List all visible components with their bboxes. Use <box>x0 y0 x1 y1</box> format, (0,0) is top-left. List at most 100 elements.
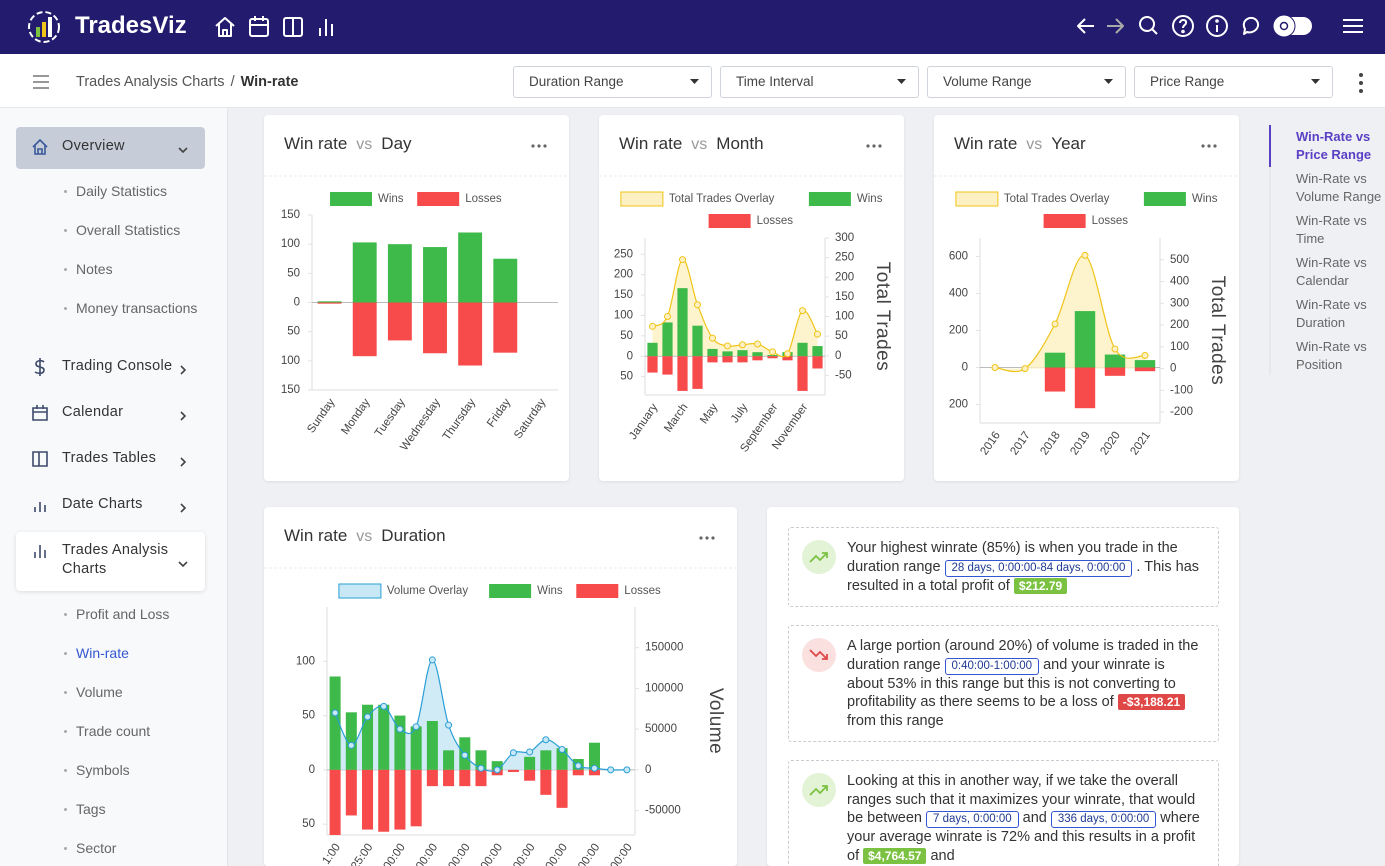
chevron <box>178 147 188 154</box>
area-point <box>477 764 485 772</box>
back-icon[interactable] <box>1077 18 1094 34</box>
x-tick-label: 0:00:00 <box>506 842 538 866</box>
nav-subitem[interactable]: Volume <box>76 684 123 700</box>
card-menu[interactable] <box>531 144 547 148</box>
bullet <box>64 652 67 655</box>
filter-label: Time Interval <box>736 74 814 89</box>
area-point <box>509 749 517 757</box>
legend-swatch <box>620 191 664 207</box>
y2-tick-label: 300 <box>835 232 854 244</box>
calendar-icon[interactable] <box>249 16 269 37</box>
nav-subitem[interactable]: Overall Statistics <box>76 222 181 238</box>
toc-link[interactable]: Win-Rate vs Duration <box>1296 297 1367 330</box>
caret <box>690 79 699 84</box>
icon-bg <box>802 540 836 574</box>
toc-link[interactable]: Win-Rate vs Calendar <box>1296 255 1367 288</box>
forward-icon[interactable] <box>1107 18 1124 34</box>
toc-link[interactable]: Win-Rate vs Position <box>1296 339 1367 372</box>
bullet <box>64 847 67 850</box>
menu-dot <box>878 144 882 148</box>
nav-item[interactable]: Trades Analysis Charts <box>62 542 169 577</box>
home-icon[interactable] <box>215 17 235 37</box>
bar <box>475 750 487 770</box>
toc-link[interactable]: Win-Rate vs Time <box>1296 213 1367 246</box>
nav-subitem[interactable]: Profit and Loss <box>76 606 170 622</box>
bar <box>737 350 748 357</box>
card-menu[interactable] <box>699 536 715 540</box>
brand[interactable]: TradesViz <box>75 12 187 39</box>
nav-item[interactable]: Overview <box>62 138 125 154</box>
nav-subitem[interactable]: Sector <box>76 840 117 856</box>
crumb-section[interactable]: Trades Analysis Charts <box>76 74 225 90</box>
chevron <box>180 457 187 467</box>
x-tick-label: Tuesday <box>373 396 408 439</box>
bar <box>317 301 342 303</box>
insight-text: Your highest winrate (85%) is when you t… <box>847 539 1204 595</box>
nav-subitem[interactable]: Trade count <box>76 723 151 739</box>
x-tick-label: Saturday <box>512 396 548 441</box>
nav-item[interactable]: Trading Console <box>62 358 173 374</box>
card-menu[interactable] <box>866 144 882 148</box>
more-menu[interactable] <box>1354 72 1368 94</box>
nav-item[interactable]: Date Charts <box>62 496 143 512</box>
columns-icon[interactable] <box>283 17 303 37</box>
caret <box>1311 79 1320 84</box>
nav-item[interactable]: Calendar <box>62 404 124 420</box>
menu-dot <box>537 144 541 148</box>
x-tick-label: Monday <box>339 396 372 437</box>
theme-toggle[interactable] <box>1272 14 1312 38</box>
y-tick-label: 100 <box>614 310 633 322</box>
legend-label: Volume Overlay <box>387 585 468 597</box>
bullet <box>64 613 67 616</box>
y-tick-label: 50 <box>287 326 300 338</box>
nav-subitem[interactable]: Win-rate <box>76 645 129 661</box>
nav-icon <box>34 545 46 558</box>
menu-icon[interactable] <box>1343 19 1363 33</box>
nav-subitem[interactable]: Daily Statistics <box>76 183 168 199</box>
chart-icon[interactable] <box>319 19 333 36</box>
y-tick-label: 0 <box>309 764 315 776</box>
x-tick-label: 2017 <box>1008 430 1033 458</box>
filter-label: Duration Range <box>529 74 624 89</box>
chevron-path <box>180 503 187 513</box>
chat-icon[interactable] <box>1242 17 1259 35</box>
toc-link[interactable]: Win-Rate vs Volume Range <box>1296 171 1382 204</box>
filter-dropdown[interactable]: Price Range <box>1134 66 1333 98</box>
nav-item[interactable]: Trades Tables <box>62 450 157 466</box>
logo <box>28 11 60 43</box>
filter-dropdown[interactable]: Volume Range <box>927 66 1126 98</box>
nav-subitem[interactable]: Tags <box>76 801 106 817</box>
title-subject: Day <box>381 134 412 153</box>
x-tick-label: May <box>698 401 720 426</box>
info-icon[interactable] <box>1206 15 1228 37</box>
help-icon[interactable] <box>1172 15 1194 37</box>
trend-up-icon <box>802 540 836 574</box>
y2-tick-label: 0 <box>1170 363 1176 375</box>
legend-label: Wins <box>537 585 563 597</box>
bar <box>394 715 406 770</box>
bar <box>692 356 703 389</box>
title-subject: Duration <box>381 526 446 545</box>
nav-subitem[interactable]: Money transactions <box>76 300 198 316</box>
search-icon[interactable] <box>1139 16 1158 35</box>
legend-swatch <box>489 584 532 598</box>
filter-dropdown[interactable]: Duration Range <box>513 66 712 98</box>
insight-range-badge: 28 days, 0:00:00-84 days, 0:00:00 <box>944 559 1133 577</box>
insight-sentence: A large portion (around 20%) of volume i… <box>847 638 1199 673</box>
card-menu[interactable] <box>1201 144 1217 148</box>
y-tick-label: 150 <box>281 384 300 396</box>
nav-subitem[interactable]: Symbols <box>76 762 130 778</box>
toc-link[interactable]: Win-Rate vs Price Range <box>1296 129 1372 162</box>
bar <box>588 769 600 776</box>
x-tick-label: 0:00:00 <box>571 842 603 866</box>
y-tick-label: 0 <box>962 362 968 374</box>
bar <box>662 356 673 375</box>
chart-card: Wins Losses 150 100 50 0 50 100 150 Sunday Monday T… <box>264 115 569 481</box>
chevron-path <box>178 147 188 154</box>
nav-subitem[interactable]: Notes <box>76 261 113 277</box>
bar <box>1134 360 1156 368</box>
filter-dropdown[interactable]: Time Interval <box>720 66 919 98</box>
sidebar-toggle[interactable] <box>30 72 52 92</box>
x-tick-label: 25:00 <box>349 842 375 866</box>
